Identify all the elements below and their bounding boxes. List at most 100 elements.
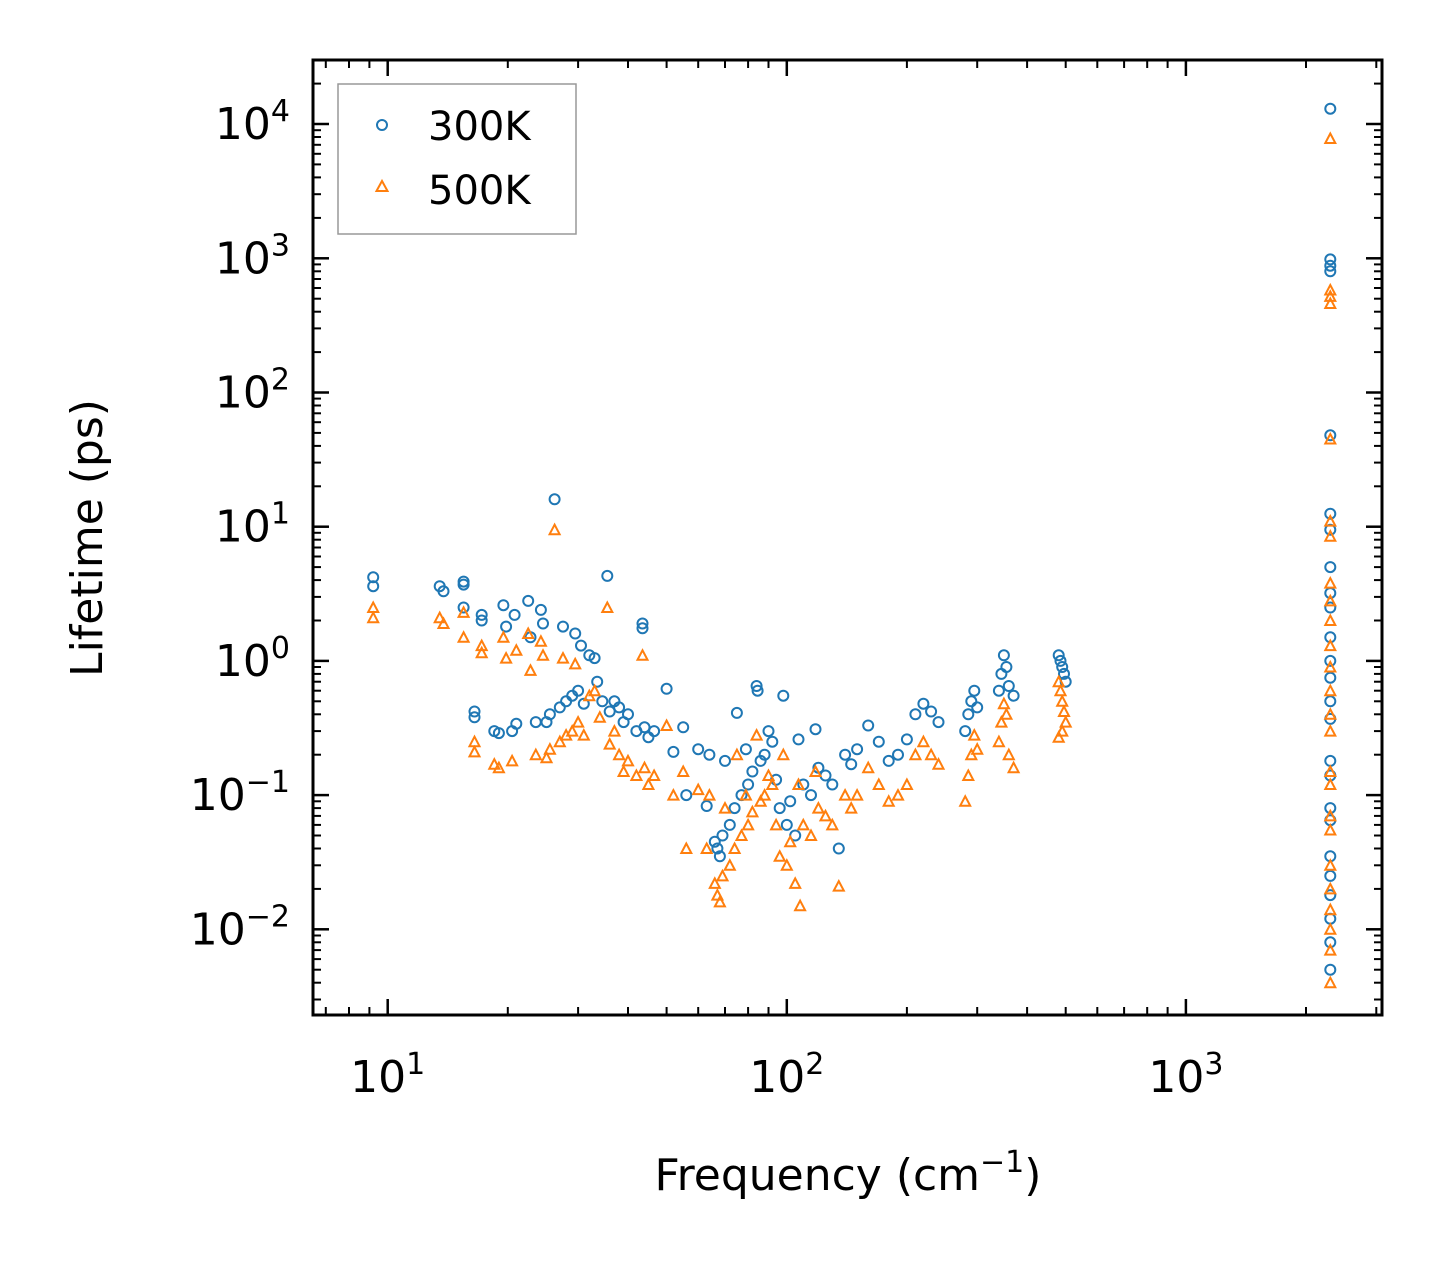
point-500K-135: [1323, 902, 1337, 916]
point-300K-120: [1324, 265, 1337, 278]
point-300K-128: [1324, 654, 1337, 667]
point-300K-113: [1054, 654, 1067, 667]
point-500K-38: [616, 764, 631, 777]
point-300K-61: [719, 754, 731, 767]
point-300K-117: [1324, 102, 1337, 115]
point-300K-57: [708, 835, 721, 848]
point-500K-50: [700, 841, 714, 854]
point-500K-126: [1323, 683, 1337, 697]
point-500K-76: [793, 898, 807, 912]
point-500K-60: [734, 828, 749, 841]
point-500K-54: [713, 894, 727, 908]
point-300K-105: [971, 701, 984, 714]
point-300K-12: [492, 727, 505, 740]
point-300K-112: [1052, 649, 1065, 662]
point-300K-17: [510, 717, 523, 730]
point-500K-72: [780, 858, 794, 871]
point-300K-129: [1324, 671, 1337, 684]
point-500K-97: [961, 768, 975, 781]
point-300K-99: [925, 705, 938, 718]
point-500K-37: [612, 747, 626, 761]
point-300K-121: [1324, 429, 1337, 442]
point-500K-86: [850, 787, 864, 801]
point-500K-62: [741, 817, 755, 831]
point-500K-47: [676, 764, 690, 777]
point-500K-49: [691, 782, 705, 796]
point-500K-118: [1323, 431, 1337, 445]
point-300K-104: [968, 684, 981, 697]
point-500K-18: [529, 747, 543, 761]
point-300K-52: [677, 721, 690, 734]
point-300K-5: [457, 578, 470, 591]
point-300K-53: [680, 789, 693, 802]
point-500K-131: [1323, 808, 1337, 822]
point-500K-130: [1323, 777, 1337, 790]
point-300K-66: [739, 743, 752, 756]
x-axis-label: Frequency (cm−1): [655, 1145, 1042, 1201]
point-500K-123: [1323, 613, 1337, 626]
point-500K-137: [1323, 942, 1337, 956]
point-500K-4: [456, 605, 471, 618]
point-500K-1: [366, 610, 380, 624]
point-500K-68: [765, 777, 779, 790]
point-300K-109: [1000, 661, 1013, 673]
point-500K-16: [521, 626, 535, 639]
point-500K-22: [543, 742, 557, 755]
y-tick-label-6: 104: [215, 94, 290, 150]
point-500K-134: [1323, 881, 1337, 895]
point-300K-39: [603, 705, 616, 718]
point-500K-92: [908, 747, 923, 761]
point-300K-31: [572, 684, 585, 697]
point-500K-75: [791, 777, 806, 790]
point-300K-54: [692, 743, 705, 756]
point-300K-106: [992, 684, 1005, 697]
point-300K-102: [962, 708, 975, 721]
point-300K-64: [730, 706, 743, 719]
point-300K-95: [892, 748, 904, 761]
point-500K-122: [1323, 593, 1337, 607]
point-500K-2: [433, 610, 447, 624]
point-500K-20: [536, 648, 550, 661]
point-500K-52: [708, 876, 722, 889]
point-500K-46: [666, 787, 681, 801]
point-300K-77: [777, 689, 790, 702]
legend-marker-500k: [374, 178, 390, 192]
point-500K-24: [553, 734, 567, 748]
point-500K-117: [1323, 296, 1337, 309]
point-300K-87: [826, 778, 839, 791]
point-500K-70: [773, 849, 787, 862]
point-500K-80: [811, 800, 826, 814]
point-500K-35: [603, 736, 617, 750]
point-300K-76: [773, 802, 786, 815]
point-500K-116: [1323, 289, 1337, 302]
point-300K-89: [839, 748, 852, 761]
point-500K-94: [924, 747, 938, 761]
data-points: [366, 102, 1337, 989]
legend-label-500k: 500K: [428, 168, 532, 214]
legend-box: [337, 83, 577, 235]
point-500K-51: [702, 787, 717, 801]
point-300K-68: [746, 765, 759, 778]
y-tick-label-2: 100: [215, 631, 290, 687]
point-500K-78: [804, 828, 818, 841]
point-500K-67: [761, 768, 776, 781]
point-500K-121: [1323, 575, 1337, 589]
point-500K-42: [637, 760, 652, 774]
point-500K-43: [641, 777, 656, 790]
point-300K-22: [537, 617, 549, 630]
point-500K-61: [739, 787, 753, 801]
point-500K-9: [475, 645, 489, 659]
y-tick-label-1: 10−1: [190, 765, 290, 821]
point-300K-8: [468, 711, 481, 724]
point-300K-90: [845, 758, 858, 771]
point-500K-59: [730, 747, 744, 761]
point-500K-83: [832, 878, 846, 892]
point-500K-114: [1323, 131, 1337, 144]
point-500K-65: [753, 794, 768, 807]
point-500K-28: [568, 656, 582, 670]
point-500K-125: [1323, 659, 1337, 673]
point-500K-138: [1323, 975, 1337, 989]
point-500K-100: [970, 742, 984, 755]
point-500K-99: [967, 727, 981, 741]
point-300K-33: [577, 697, 590, 710]
